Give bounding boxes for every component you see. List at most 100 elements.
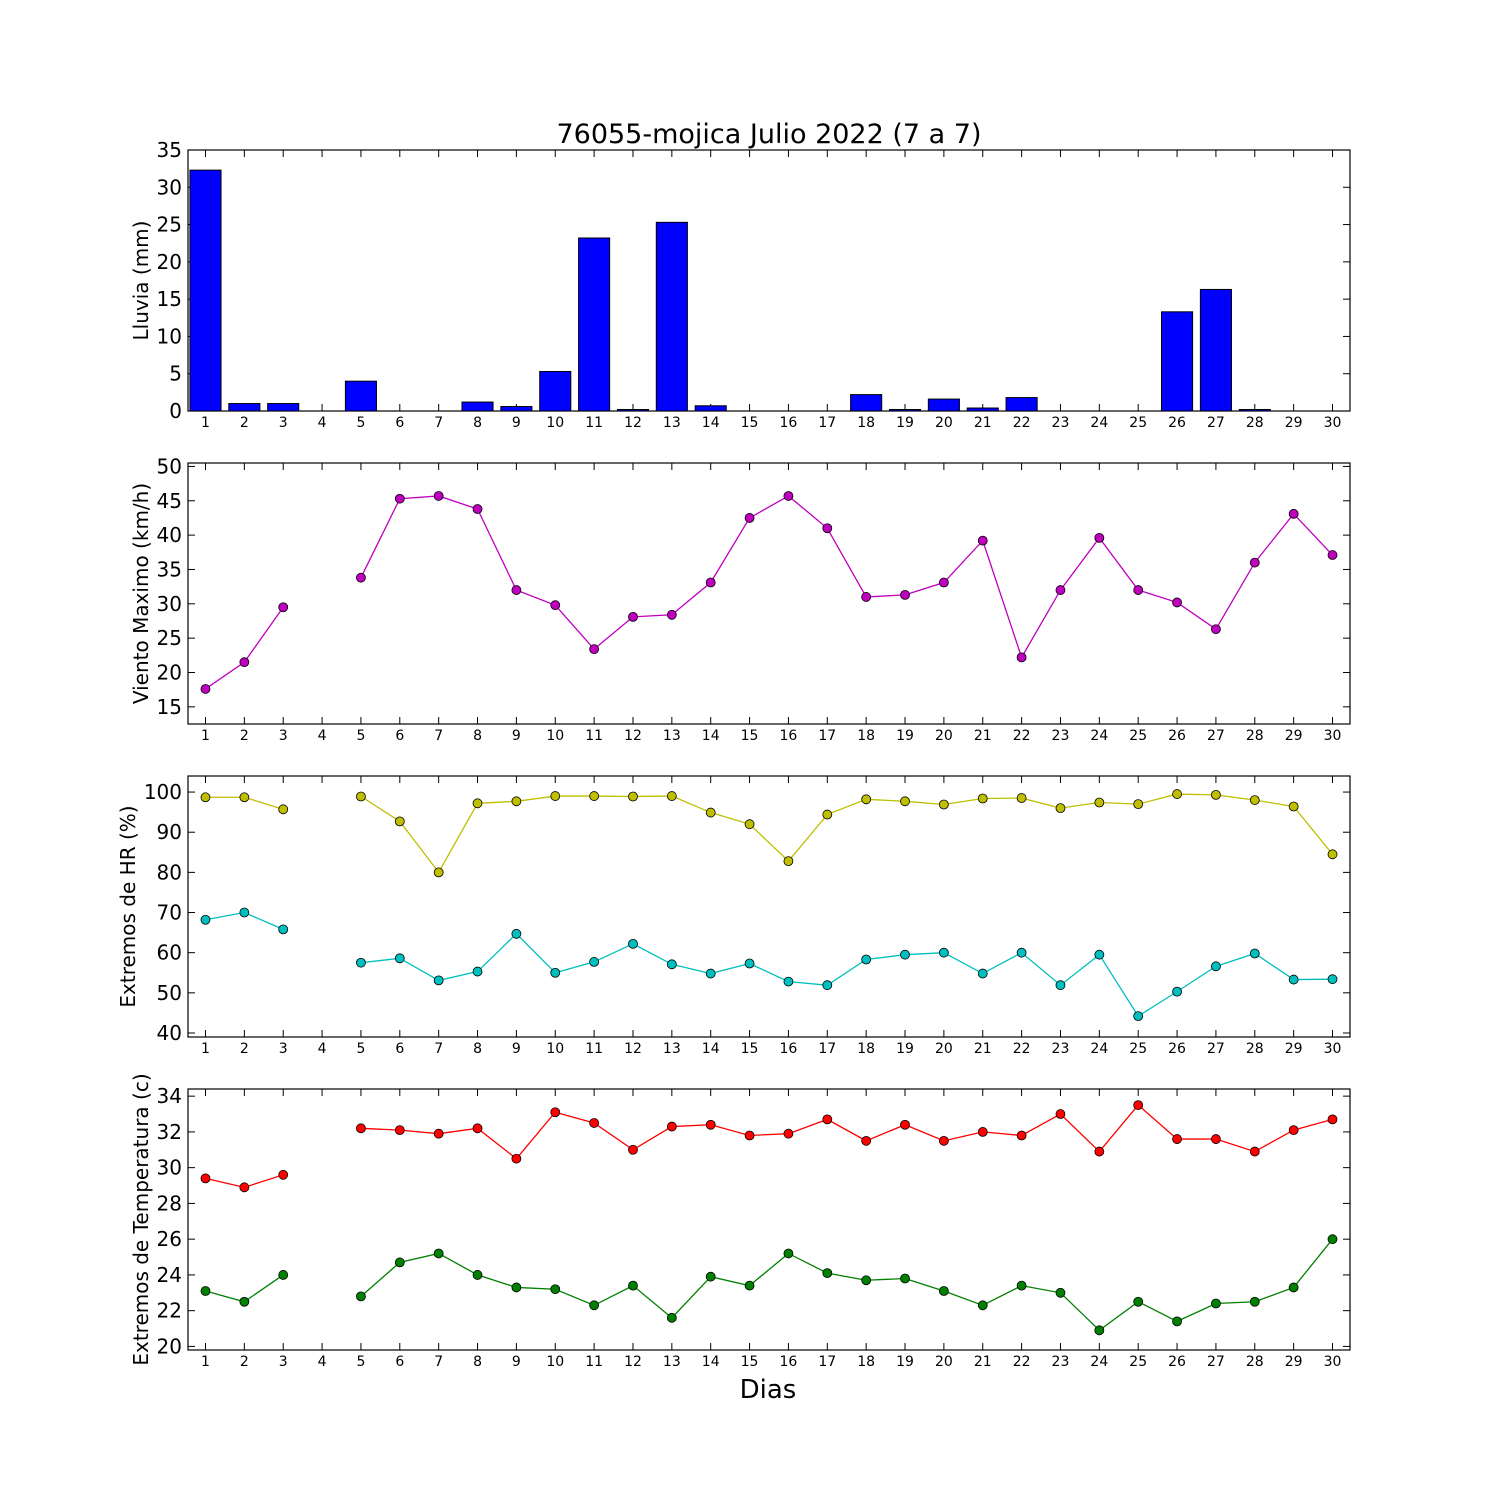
x-tick-label: 2 xyxy=(240,1354,249,1370)
x-tick-label: 29 xyxy=(1285,728,1303,744)
data-point xyxy=(1211,1298,1221,1309)
x-tick-label: 10 xyxy=(546,1041,564,1057)
x-tick-label: 9 xyxy=(512,1354,521,1370)
x-tick-label: 29 xyxy=(1285,415,1303,431)
x-tick-label: 22 xyxy=(1013,728,1031,744)
x-tick-label: 30 xyxy=(1324,1354,1342,1370)
x-tick-label: 12 xyxy=(624,728,642,744)
data-point xyxy=(200,1286,211,1296)
data-point xyxy=(900,1119,910,1130)
data-point xyxy=(705,1271,716,1282)
y-tick-label: 30 xyxy=(157,1156,182,1180)
data-point xyxy=(511,1282,522,1293)
data-point xyxy=(1055,980,1066,991)
x-tick-label: 17 xyxy=(818,1354,836,1370)
data-point xyxy=(1249,1146,1260,1157)
data-point xyxy=(1094,1146,1105,1157)
x-tick-label: 28 xyxy=(1246,415,1264,431)
data-point xyxy=(861,1135,872,1146)
data-point xyxy=(1094,532,1105,543)
data-point xyxy=(705,577,716,588)
data-point xyxy=(938,577,949,588)
y-tick-label: 15 xyxy=(157,695,182,719)
y-tick-label: 35 xyxy=(157,138,182,162)
x-tick-label: 20 xyxy=(935,415,953,431)
x-tick-label: 10 xyxy=(546,415,564,431)
data-point xyxy=(900,589,910,600)
y-tick-label: 24 xyxy=(157,1263,182,1287)
x-tick-label: 5 xyxy=(356,728,365,744)
x-tick-label: 21 xyxy=(974,415,992,431)
data-point xyxy=(783,856,794,867)
x-tick-label: 15 xyxy=(741,1354,759,1370)
data-point xyxy=(628,1144,638,1155)
data-point xyxy=(394,1257,405,1268)
data-point xyxy=(1133,1296,1144,1307)
x-tick-label: 18 xyxy=(857,1354,875,1370)
data-point xyxy=(744,1280,755,1291)
series-line-2 xyxy=(360,1238,1334,1332)
plot-area-frame xyxy=(187,462,1351,725)
bar xyxy=(578,237,611,412)
data-point xyxy=(200,684,211,694)
data-point xyxy=(666,1121,677,1132)
data-point xyxy=(1327,974,1338,985)
y-tick-label: 5 xyxy=(169,362,182,386)
data-point xyxy=(200,914,211,925)
data-point xyxy=(511,928,522,939)
x-tick-label: 14 xyxy=(702,728,720,744)
y-tick-label: 0 xyxy=(169,399,182,423)
data-point xyxy=(1055,803,1066,814)
x-tick-label: 5 xyxy=(356,415,365,431)
y-tick-label: 26 xyxy=(157,1227,182,1251)
data-point xyxy=(1211,961,1221,972)
x-tick-label: 2 xyxy=(240,415,249,431)
data-point xyxy=(1133,1100,1144,1110)
data-point xyxy=(1172,1134,1182,1144)
x-tick-label: 28 xyxy=(1246,1041,1264,1057)
bar xyxy=(267,403,300,412)
x-tick-label: 23 xyxy=(1052,1041,1070,1057)
data-point xyxy=(200,792,211,803)
x-tick-label: 15 xyxy=(741,415,759,431)
x-tick-label: 19 xyxy=(896,1354,914,1370)
data-point xyxy=(1172,986,1182,997)
bar xyxy=(850,394,883,412)
x-tick-label: 27 xyxy=(1207,728,1225,744)
y-tick-label: 70 xyxy=(157,901,182,925)
x-tick-label: 4 xyxy=(318,1041,327,1057)
x-tick-label: 6 xyxy=(395,1354,404,1370)
data-point xyxy=(1249,1296,1260,1307)
data-point xyxy=(239,1296,250,1307)
data-point xyxy=(550,1107,561,1118)
x-tick-label: 18 xyxy=(857,728,875,744)
y-tick-label: 90 xyxy=(157,820,182,844)
data-point xyxy=(1133,799,1144,810)
x-tick-label: 29 xyxy=(1285,1354,1303,1370)
y-tick-label: 35 xyxy=(157,557,182,581)
data-point xyxy=(394,1125,405,1136)
data-point xyxy=(356,791,366,802)
x-tick-label: 2 xyxy=(240,1041,249,1057)
x-tick-label: 12 xyxy=(624,1041,642,1057)
y-tick-label: 60 xyxy=(157,941,182,965)
data-point xyxy=(239,657,250,668)
data-point xyxy=(1249,795,1260,805)
data-point xyxy=(433,491,444,501)
series-line-1 xyxy=(360,793,1334,874)
series-line-2 xyxy=(360,932,1333,1018)
y-axis-label: Extremos de Temperatura (c) xyxy=(129,1073,153,1365)
data-point xyxy=(1327,550,1338,560)
data-point xyxy=(472,1270,483,1280)
x-tick-label: 22 xyxy=(1013,415,1031,431)
data-point xyxy=(900,796,910,807)
x-tick-label: 22 xyxy=(1013,1354,1031,1370)
data-point xyxy=(1016,1280,1027,1291)
x-tick-label: 30 xyxy=(1324,415,1342,431)
x-tick-label: 2 xyxy=(240,728,249,744)
